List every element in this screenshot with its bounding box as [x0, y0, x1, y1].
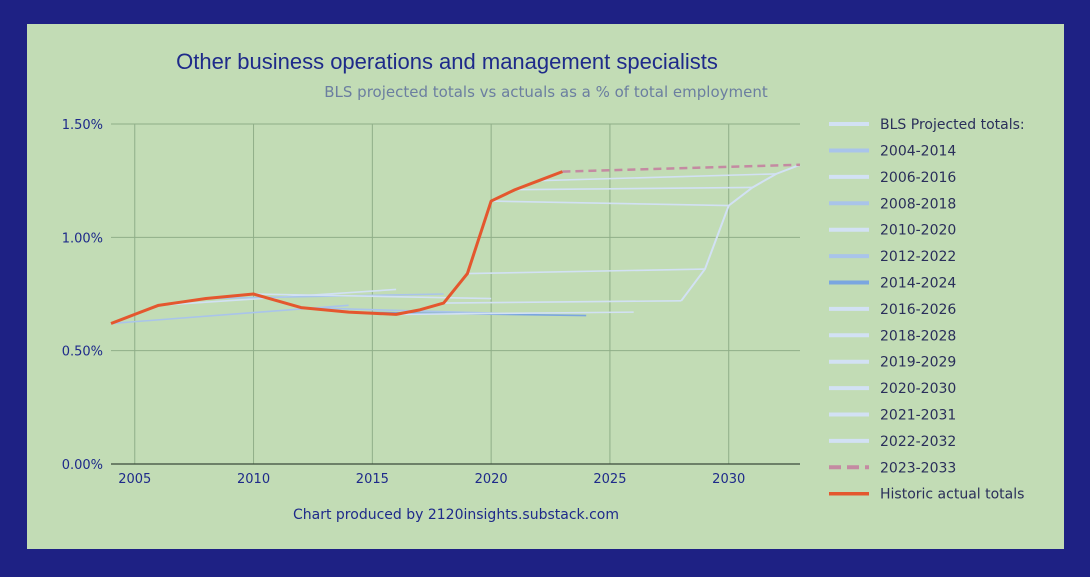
x-tick-label: 2025	[593, 472, 626, 487]
y-tick-label: 0.00%	[62, 458, 103, 473]
series-layer	[110, 163, 801, 325]
y-tick-label: 1.50%	[62, 118, 103, 133]
legend-label: Historic actual totals	[880, 487, 1024, 503]
legend-label: 2016-2026	[880, 302, 956, 318]
chart-frame: Other business operations and management…	[27, 24, 1064, 549]
chart-svg: Other business operations and management…	[62, 49, 1025, 523]
legend-label: 2018-2028	[880, 328, 956, 344]
x-tick-label: 2020	[475, 472, 508, 487]
legend-label: 2006-2016	[880, 170, 956, 186]
legend: BLS Projected totals: 2004-2014 2006-2016 2…	[829, 117, 1025, 503]
axes: 0.00% 0.50% 1.00% 1.50% 2005 2010 2015 2020 2025…	[62, 118, 800, 487]
projection-line-2022-2032	[538, 173, 777, 182]
legend-label: 2010-2020	[880, 223, 956, 239]
legend-label: 2008-2018	[880, 196, 956, 212]
x-tick-label: 2010	[237, 472, 270, 487]
x-tick-label: 2015	[356, 472, 389, 487]
legend-label: 2022-2032	[880, 434, 956, 450]
legend-label: 2014-2024	[880, 276, 956, 292]
projection-line-2016-2026	[396, 311, 634, 316]
projection-endpoint-line	[680, 163, 801, 302]
y-tick-label: 0.50%	[62, 345, 103, 360]
legend-label: 2023-2033	[880, 460, 956, 476]
chart-title: Other business operations and management…	[176, 49, 718, 74]
y-tick-label: 1.00%	[62, 231, 103, 246]
legend-header: BLS Projected totals:	[880, 117, 1025, 133]
legend-label: 2020-2030	[880, 381, 956, 397]
projection-line-2018-2028	[443, 300, 682, 304]
x-tick-label: 2005	[118, 472, 151, 487]
projection-line-2019-2029	[467, 268, 705, 275]
chart-subtitle: BLS projected totals vs actuals as a % o…	[324, 83, 768, 101]
x-tick-label: 2030	[712, 472, 745, 487]
projection-line-2021-2031	[514, 186, 753, 191]
projection-line-2008-2018	[206, 293, 444, 300]
chart-credit: Chart produced by 2120insights.substack.…	[293, 507, 619, 523]
historic-series-line	[110, 170, 563, 325]
projection-line-2010-2020	[253, 293, 492, 300]
legend-label: 2012-2022	[880, 249, 956, 265]
projection-line-2020-2030	[491, 200, 729, 207]
legend-label: 2019-2029	[880, 355, 956, 371]
projection-line-2023-2033	[562, 163, 801, 173]
grid-lines	[111, 123, 800, 464]
legend-label: 2004-2014	[880, 144, 956, 160]
legend-label: 2021-2031	[880, 408, 956, 424]
